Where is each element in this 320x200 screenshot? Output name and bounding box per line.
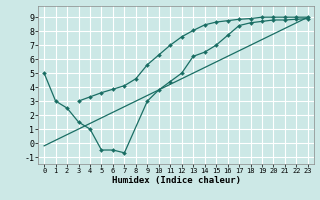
X-axis label: Humidex (Indice chaleur): Humidex (Indice chaleur) bbox=[111, 176, 241, 185]
